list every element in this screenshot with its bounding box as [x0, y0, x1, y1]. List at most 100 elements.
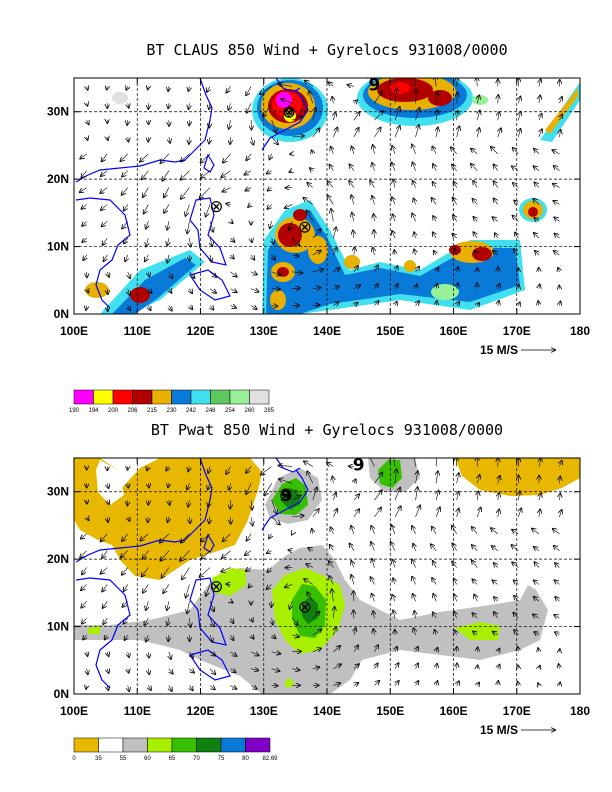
wind-vector: [452, 543, 457, 551]
wind-vector: [476, 508, 481, 518]
wind-vector: [373, 629, 374, 636]
colorbar-swatch: [249, 389, 270, 405]
y-tick-label: 10N: [47, 240, 69, 254]
wind-vector: [518, 491, 520, 501]
wind-vector: [221, 567, 231, 572]
wind-vector: [539, 96, 540, 104]
wind-vector: [330, 545, 334, 551]
wind-vector: [333, 627, 336, 636]
wind-vector: [83, 254, 86, 260]
wind-vectors-bottom: [80, 458, 562, 692]
wind-vector: [414, 232, 416, 239]
wind-vector: [189, 271, 194, 278]
wind-vector: [333, 286, 338, 288]
wind-vector: [248, 204, 251, 207]
wind-vector: [272, 238, 274, 243]
wind-vector: [539, 509, 540, 518]
wind-vector: [539, 285, 540, 289]
wind-vector: [493, 181, 499, 188]
wind-vector: [353, 664, 359, 669]
wind-vector: [472, 561, 478, 568]
wind-vector: [333, 509, 337, 518]
wind-vector: [128, 685, 129, 692]
wind-vector: [292, 272, 302, 273]
wind-vector: [432, 198, 437, 205]
wind-vector: [208, 483, 210, 489]
wind-vector: [245, 188, 252, 191]
wind-vector: [144, 204, 149, 213]
chart-title: BT Pwat 850 Wind + Gyrelocs 931008/0000: [151, 421, 503, 439]
wind-vector: [412, 577, 415, 585]
wind-vector: [271, 516, 280, 524]
wind-vector: [209, 136, 210, 143]
wind-vector: [279, 465, 293, 466]
wind-vector: [101, 567, 108, 574]
colorbar-label: 70: [193, 756, 200, 762]
wind-vector: [312, 529, 313, 534]
wind-vector: [354, 628, 356, 636]
wind-vector: [512, 530, 519, 535]
x-tick-label: 170E: [503, 324, 531, 338]
vector-reference-label: 15 M/S: [480, 723, 518, 737]
wind-vector: [146, 634, 149, 642]
wind-vector: [292, 635, 299, 637]
wind-vector: [457, 78, 458, 87]
wind-vector: [374, 508, 381, 518]
wind-vector: [436, 664, 437, 669]
wind-vector: [518, 302, 519, 305]
wind-vector: [107, 652, 108, 656]
wind-vector: [477, 303, 479, 306]
wind-vector: [374, 645, 378, 653]
wind-vector: [128, 651, 129, 657]
wind-vector: [292, 516, 303, 517]
wind-vector: [553, 529, 560, 535]
wind-vector: [285, 204, 293, 208]
x-tick-labels-bottom: 100E 110E 120E 130E 140E 150E 160E 170E 180: [60, 458, 590, 718]
wind-vector: [331, 209, 333, 222]
x-tick-label: 180: [570, 704, 590, 718]
wind-vector: [231, 221, 233, 223]
wind-vector: [457, 473, 459, 484]
wind-vector: [189, 669, 194, 673]
wind-vector: [148, 305, 150, 311]
wind-vector: [518, 112, 520, 121]
wind-vector: [230, 136, 231, 144]
wind-vector: [168, 103, 169, 108]
wind-vector: [291, 617, 297, 625]
wind-vector: [189, 306, 192, 310]
wind-vector: [374, 111, 382, 121]
wind-vector: [167, 238, 169, 245]
wind-vector: [251, 516, 252, 525]
wind-vector: [168, 634, 169, 641]
wind-vector: [146, 601, 149, 610]
y-tick-label: 20N: [47, 172, 69, 186]
wind-vector: [473, 217, 477, 221]
wind-vector: [312, 251, 321, 256]
wind-vector: [189, 651, 193, 658]
wind-vector: [292, 495, 301, 501]
wind-vector: [332, 97, 333, 104]
x-tick-label: 110E: [124, 324, 151, 338]
wind-vector: [82, 617, 87, 623]
wind-vector: [251, 136, 253, 145]
wind-vector: [514, 580, 519, 584]
wind-vector: [416, 647, 418, 652]
wind-vector: [148, 651, 149, 658]
wind-vectors-top: [80, 78, 563, 311]
wind-vector: [251, 669, 258, 671]
wind-vector: [472, 613, 478, 619]
wind-vector: [559, 301, 560, 305]
wind-vector: [371, 577, 375, 585]
wind-vector: [512, 166, 519, 171]
wind-vector: [189, 136, 190, 144]
wind-vector: [226, 204, 230, 205]
wind-vector: [559, 461, 561, 467]
wind-vector: [370, 181, 375, 188]
wind-vector: [493, 632, 498, 635]
wind-vector: [169, 271, 173, 278]
wind-vector: [534, 218, 538, 221]
wind-vector: [231, 255, 234, 259]
wind-vector: [127, 120, 128, 125]
wind-vector: [353, 509, 359, 518]
wind-vector: [122, 601, 128, 607]
